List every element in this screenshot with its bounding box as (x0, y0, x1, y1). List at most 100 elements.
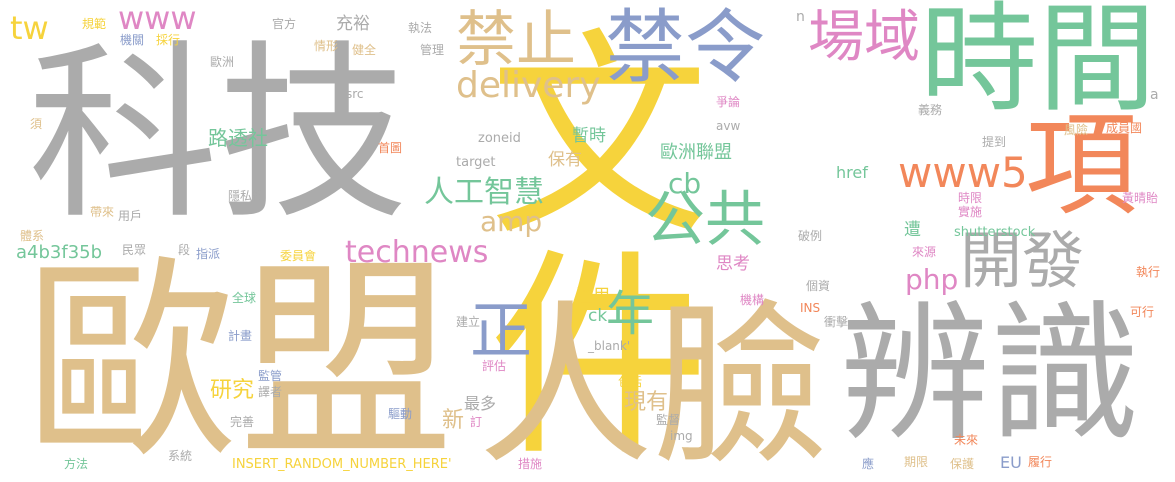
word-sikao: 思考 (716, 254, 750, 274)
word-shishi: 實施 (958, 205, 983, 219)
word-jihua: 計畫 (228, 329, 253, 343)
word-zhifa: 執法 (408, 21, 433, 35)
word-jianquan: 健全 (352, 43, 377, 57)
word-cuoshi: 措施 (518, 457, 543, 471)
word-jianguan: 監管 (258, 369, 283, 383)
word-zao: 遭 (904, 220, 921, 240)
word-shutterstock: shutterstock (954, 225, 1036, 240)
word-zuiduo: 最多 (464, 394, 497, 413)
word-tw: tw (10, 9, 49, 47)
word-yiwu: 義務 (918, 103, 943, 117)
word-yonghu: 用戶 (118, 209, 143, 223)
word-yizhe: 譯者 (258, 385, 283, 399)
word-lvxing: 履行 (1028, 455, 1053, 469)
word-delivery: delivery (456, 65, 601, 106)
word-gonggong: 公共 (645, 185, 765, 255)
word-gezi: 個資 (806, 279, 831, 293)
word-xitong: 系統 (168, 449, 193, 463)
word-xiang: 項 (1025, 101, 1137, 231)
word-renlian: 人臉 (478, 286, 828, 482)
word-tidao: 提到 (982, 135, 1007, 149)
word-fengxian: 風險 (1064, 123, 1089, 137)
word-zoneid: zoneid (478, 131, 521, 146)
word-jiandu: 監督 (656, 413, 681, 427)
word-weiyuanhui: 委員會 (280, 249, 317, 263)
word-php: php (905, 263, 959, 296)
word-chongji: 衝擊 (824, 315, 849, 329)
word-xu: 須 (30, 117, 43, 131)
word-jinling: 禁令 (605, 1, 765, 94)
word-xin: 新 (442, 408, 465, 433)
word-wanshan: 完善 (230, 415, 255, 429)
word-baohu: 保護 (950, 457, 975, 471)
word-avw: avw (716, 119, 741, 133)
word-dailai: 帶來 (90, 205, 115, 219)
word-bianshi: 辨識 (840, 288, 1141, 462)
word-insert-random: INSERT_RANDOM_NUMBER_HERE' (232, 457, 452, 472)
word-xianyou: 現有 (624, 390, 669, 415)
word-amp: amp (480, 205, 543, 238)
word-fangfa: 方法 (64, 457, 89, 471)
word-caixing: 採行 (156, 33, 181, 47)
word-a4b3f35b: a4b3f35b (16, 242, 103, 263)
word-ying: 應 (862, 457, 875, 471)
word-img: img (670, 429, 693, 443)
word-jiguan: 機關 (120, 33, 145, 47)
word-src: src (346, 87, 364, 101)
word-n: n (796, 9, 805, 25)
word-quanqiu: 全球 (232, 291, 257, 305)
word-zhipai: 指派 (196, 247, 221, 261)
word-laiyuan: 來源 (912, 245, 937, 259)
word-shixian: 時限 (958, 191, 983, 205)
word-technews: technews (345, 235, 489, 270)
word-ouzhou: 歐洲 (210, 55, 235, 69)
word-target: target (456, 155, 496, 170)
word-eu: EU (1000, 453, 1022, 472)
word-www: www (118, 0, 197, 37)
word-changyu: 場域 (808, 5, 920, 70)
word-ck: ck (588, 306, 608, 326)
word-weilai: 未來 (954, 433, 979, 447)
word-chengyuanguo: 成員國 (1106, 121, 1143, 135)
word-huangqingyi: 黃晴貽 (1122, 191, 1159, 205)
word-keji: 科技 (28, 24, 409, 245)
word-guanfang: 官方 (272, 17, 297, 31)
word-href: href (836, 163, 868, 182)
word-jigou: 機構 (740, 293, 765, 307)
word-qingxing: 情形 (314, 39, 339, 53)
word-qudong: 驅動 (388, 407, 413, 421)
word-zhixing: 執行 (1136, 265, 1161, 279)
word-www5: www5 (898, 148, 1028, 197)
word-poli: 破例 (798, 229, 823, 243)
word-zanshi: 暫時 (572, 126, 606, 146)
word-blank: _blank' (588, 339, 631, 353)
word-lanyong: 濫用 (576, 286, 610, 306)
word-kexing: 可行 (1130, 305, 1155, 319)
word-duan: 段 (178, 243, 191, 257)
word-yinsiquan: 隱私權 (228, 189, 265, 203)
word-minzhong: 民眾 (122, 243, 147, 257)
word-a: a (1150, 87, 1159, 103)
word-cb: cb (668, 167, 702, 200)
word-lutoushe: 路透社 (208, 126, 268, 150)
word-zhenglun: 爭論 (716, 95, 741, 109)
word-ins: INS (800, 301, 821, 315)
word-wenjian: 文件 (452, 20, 708, 460)
word-tixi: 體系 (20, 229, 45, 243)
word-jianli: 建立 (456, 315, 481, 329)
word-jinzhi: 禁止 (456, 5, 576, 75)
word-baokuo: 包括 (618, 375, 643, 389)
word-pinggu: 評估 (482, 359, 507, 373)
word-oumeng: 歐盟 (24, 237, 454, 482)
word-nian: 年 (606, 286, 655, 342)
word-qixian: 期限 (904, 455, 929, 469)
word-guifan: 規範 (82, 17, 107, 31)
word-ouzhou-lianmeng: 歐洲聯盟 (660, 142, 732, 163)
word-shijian: 時間 (920, 0, 1157, 128)
word-baoyou: 保有 (548, 150, 582, 170)
word-yanjiu: 研究 (210, 378, 255, 403)
word-shoutu: 首圖 (378, 141, 403, 155)
word-ding: 訂 (470, 415, 483, 429)
word-rengong-zhihui: 人工智慧 (424, 175, 544, 210)
